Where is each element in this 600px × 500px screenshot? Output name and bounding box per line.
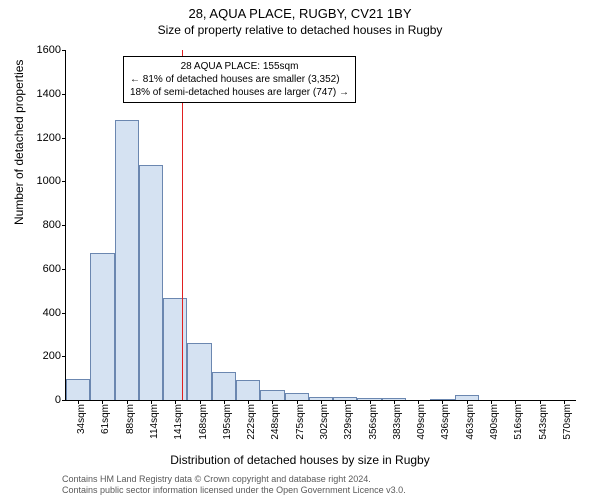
y-tick-label: 400	[21, 307, 61, 319]
histogram-bar	[236, 380, 260, 400]
footer-attribution: Contains HM Land Registry data © Crown c…	[62, 474, 406, 497]
chart-subtitle: Size of property relative to detached ho…	[0, 21, 600, 37]
x-axis-label: Distribution of detached houses by size …	[0, 453, 600, 467]
annotation-line-3: 18% of semi-detached houses are larger (…	[130, 86, 349, 99]
y-tick-label: 1000	[21, 175, 61, 187]
y-tick-label: 200	[21, 350, 61, 362]
y-tick-label: 0	[21, 394, 61, 406]
y-tick-label: 1600	[21, 44, 61, 56]
y-tick-mark	[62, 138, 66, 139]
footer-line-2: Contains public sector information licen…	[62, 485, 406, 496]
annotation-line-1: 28 AQUA PLACE: 155sqm	[130, 60, 349, 73]
y-tick-label: 1200	[21, 132, 61, 144]
histogram-bar	[212, 372, 236, 400]
y-tick-mark	[62, 269, 66, 270]
chart-area: 0200400600800100012001400160034sqm61sqm8…	[65, 50, 575, 400]
histogram-bar	[260, 390, 284, 400]
footer-line-1: Contains HM Land Registry data © Crown c…	[62, 474, 406, 485]
histogram-bar	[115, 120, 139, 400]
annotation-line-2: ← 81% of detached houses are smaller (3,…	[130, 73, 349, 86]
histogram-bar	[90, 253, 114, 400]
annotation-box: 28 AQUA PLACE: 155sqm ← 81% of detached …	[123, 56, 356, 103]
histogram-bar	[66, 379, 90, 400]
page-title: 28, AQUA PLACE, RUGBY, CV21 1BY	[0, 0, 600, 21]
y-tick-mark	[62, 94, 66, 95]
y-tick-mark	[62, 356, 66, 357]
histogram-bar	[139, 165, 163, 400]
y-tick-label: 600	[21, 263, 61, 275]
y-tick-mark	[62, 313, 66, 314]
histogram-bar	[187, 343, 211, 400]
histogram-bar	[163, 298, 187, 400]
y-tick-mark	[62, 225, 66, 226]
y-tick-label: 800	[21, 219, 61, 231]
y-tick-mark	[62, 400, 66, 401]
y-tick-label: 1400	[21, 88, 61, 100]
y-tick-mark	[62, 181, 66, 182]
y-tick-mark	[62, 50, 66, 51]
chart-container: 28, AQUA PLACE, RUGBY, CV21 1BY Size of …	[0, 0, 600, 500]
